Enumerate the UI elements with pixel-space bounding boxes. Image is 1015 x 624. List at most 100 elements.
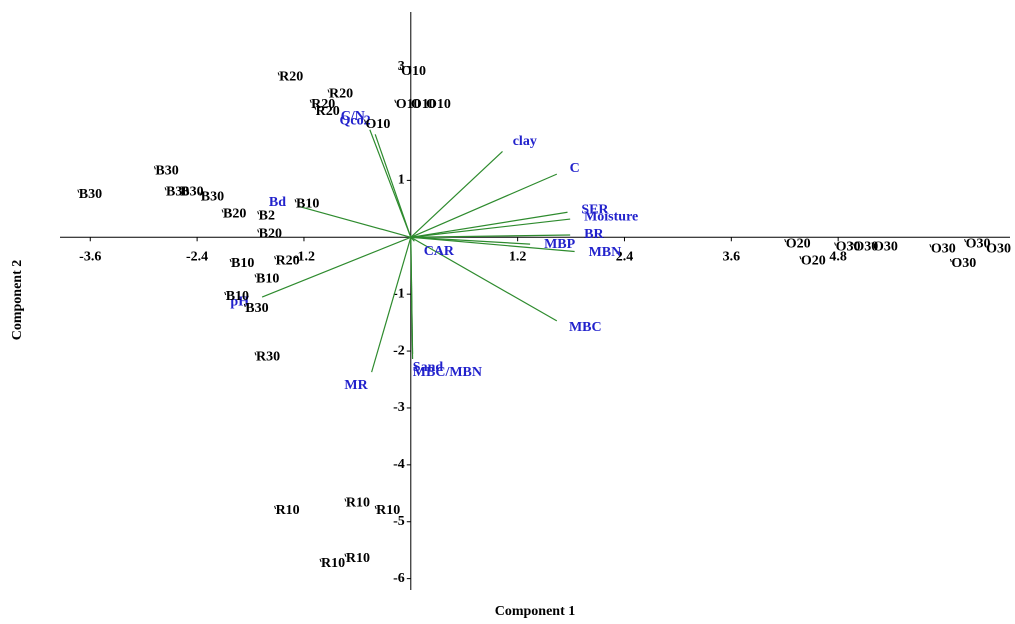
score-label: B10 (231, 256, 254, 271)
x-tick-label: -1.2 (293, 250, 315, 265)
score-point (964, 238, 967, 243)
score-point (178, 187, 181, 191)
loading-vector (371, 237, 412, 373)
score-label: R20 (311, 97, 335, 112)
score-label: R30 (256, 350, 280, 365)
x-tick-label: 3.6 (723, 250, 741, 265)
score-label: O10 (396, 97, 421, 112)
score-point (294, 199, 297, 203)
score-label: B30 (201, 190, 224, 205)
score-label: R20 (329, 87, 353, 102)
loading-label: SER (581, 202, 609, 217)
loading-label: Qco2 (339, 113, 370, 128)
score-point (199, 192, 202, 196)
score-label: O30 (951, 256, 976, 271)
loading-label: Sand (413, 360, 444, 375)
score-label: R10 (376, 503, 400, 518)
loading-vector (410, 236, 531, 245)
score-point (784, 238, 787, 243)
score-label: B30 (155, 164, 178, 179)
loading-label: C/N (341, 109, 365, 124)
loading-label: clay (513, 134, 537, 149)
score-label: O20 (801, 253, 826, 268)
score-point (364, 119, 366, 123)
score-point (374, 505, 377, 510)
y-tick-label: -4 (393, 457, 405, 472)
y-tick-label: -5 (393, 514, 405, 529)
y-tick-label: 1 (398, 173, 405, 188)
score-point (274, 256, 277, 260)
score-label: B30 (245, 301, 268, 316)
x-axis-title: Component 1 (495, 604, 576, 619)
score-label: O30 (931, 241, 956, 256)
score-label: O10 (426, 97, 451, 112)
loading-vector (374, 134, 412, 238)
score-point (394, 99, 397, 103)
score-label: O10 (365, 117, 390, 132)
score-point (229, 258, 232, 263)
score-point (254, 352, 257, 356)
score-point (77, 189, 80, 193)
score-point (929, 244, 932, 248)
score-point (871, 242, 874, 246)
y-tick-label: -3 (393, 400, 405, 415)
loading-vector (410, 237, 414, 354)
score-point (799, 256, 802, 260)
x-tick-label: 1.2 (509, 250, 527, 265)
score-point (153, 166, 156, 170)
score-label: B10 (226, 289, 249, 304)
score-point (344, 553, 347, 557)
score-point (257, 211, 260, 215)
loading-label: MBP (544, 237, 576, 252)
x-tick-label: 4.8 (829, 250, 847, 265)
x-tick-label: -2.4 (186, 250, 208, 265)
score-point (344, 498, 347, 502)
loading-vector (410, 211, 568, 238)
y-tick-label: 3 (398, 59, 405, 74)
score-label: B30 (166, 185, 189, 200)
score-point (277, 72, 280, 76)
loading-label: Bd (269, 195, 286, 210)
score-label: O30 (873, 240, 898, 255)
score-point (319, 558, 322, 562)
score-point (409, 99, 412, 103)
loading-vector (410, 234, 571, 238)
y-tick-label: -6 (393, 571, 405, 586)
score-label: R10 (346, 551, 370, 566)
score-label: O30 (986, 241, 1011, 256)
loading-label: BR (584, 227, 604, 242)
loading-vector (410, 236, 575, 253)
score-label: B20 (259, 227, 282, 242)
loading-vector (410, 218, 571, 238)
score-label: O10 (401, 64, 426, 79)
score-label: B2 (259, 208, 275, 223)
score-label: O20 (786, 236, 811, 251)
loading-vector (410, 236, 558, 322)
score-label: R10 (321, 556, 345, 571)
score-label: R20 (276, 253, 300, 268)
score-label: B10 (296, 197, 319, 212)
y-tick-label: -2 (393, 343, 405, 358)
score-point (254, 274, 257, 278)
score-label: O10 (411, 97, 436, 112)
x-tick-label: -3.6 (79, 250, 101, 265)
score-point (314, 106, 317, 110)
score-label: O30 (966, 236, 991, 251)
loading-label: MBC/MBN (413, 365, 482, 380)
score-label: B10 (256, 272, 279, 287)
score-label: B20 (223, 207, 246, 222)
score-point (834, 242, 837, 246)
score-point (424, 99, 427, 103)
score-point (257, 229, 260, 233)
loading-label: CAR (424, 244, 455, 259)
y-tick-label: -1 (393, 286, 405, 301)
loading-vector (299, 205, 411, 238)
loading-vector (410, 150, 503, 238)
loading-vector (410, 173, 558, 238)
score-point (399, 66, 402, 70)
score-point (309, 99, 312, 103)
loading-label: Moisture (584, 210, 638, 225)
score-point (949, 258, 952, 263)
score-label: O30 (836, 240, 861, 255)
